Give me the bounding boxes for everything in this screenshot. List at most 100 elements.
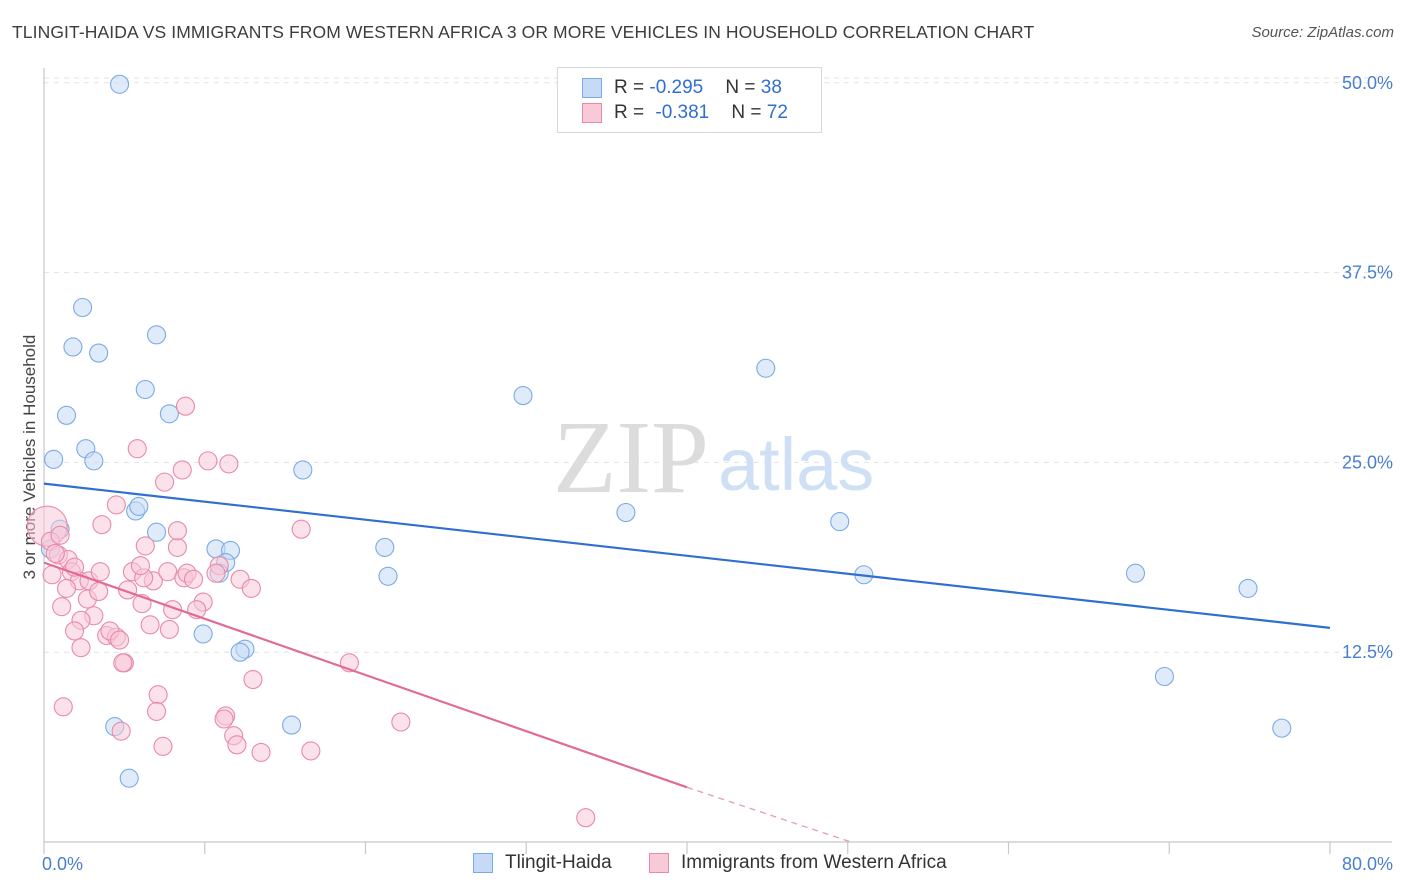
legend-row-tlingit: R = -0.295 N = 38	[582, 76, 782, 100]
point-western-africa	[227, 735, 247, 755]
point-western-africa	[251, 742, 271, 762]
point-western-africa	[53, 697, 73, 717]
point-western-africa	[106, 495, 126, 515]
source-label: Source: ZipAtlas.com	[1251, 24, 1394, 41]
point-western-africa	[64, 621, 85, 641]
series-tlingit-haida	[40, 74, 1292, 788]
point-tlingit-haida	[135, 379, 155, 400]
point-tlingit-haida	[1154, 666, 1174, 687]
watermark-atlas: atlas	[718, 423, 874, 506]
point-tlingit-haida	[119, 768, 139, 788]
point-tlingit-haida	[378, 566, 398, 586]
y-tick-label: 50.0%	[1342, 73, 1393, 93]
watermark-zip: ZIP	[553, 400, 709, 515]
y-tick-label: 12.5%	[1342, 642, 1393, 662]
stats-legend: R = -0.295 N = 38 R = -0.381 N = 72	[557, 67, 822, 133]
point-western-africa	[301, 741, 321, 761]
point-tlingit-haida	[513, 386, 533, 406]
point-western-africa	[45, 543, 65, 564]
point-western-africa	[92, 515, 112, 535]
point-western-africa	[172, 460, 192, 480]
point-tlingit-haida	[282, 715, 302, 735]
point-tlingit-haida	[44, 449, 64, 469]
point-western-africa	[391, 712, 411, 732]
point-tlingit-haida	[756, 358, 776, 378]
point-western-africa	[167, 521, 187, 541]
trend-line-western-africa	[43, 561, 688, 789]
series-legend: Tlingit-Haida Immigrants from Western Af…	[0, 852, 1406, 878]
point-western-africa	[155, 472, 175, 492]
point-western-africa	[153, 736, 173, 756]
x-tick-label-min: 0.0%	[42, 854, 83, 874]
point-western-africa	[158, 562, 178, 582]
point-tlingit-haida	[616, 502, 636, 523]
point-tlingit-haida	[193, 624, 213, 644]
point-western-africa	[71, 638, 91, 658]
point-tlingit-haida	[146, 325, 167, 345]
point-tlingit-haida	[89, 343, 109, 363]
point-western-africa	[214, 709, 234, 729]
point-western-africa	[90, 562, 110, 582]
point-western-africa	[175, 396, 196, 416]
legend-row-western-africa: R = -0.381 N = 72	[582, 101, 788, 125]
point-western-africa	[183, 569, 204, 589]
chart-title: TLINGIT-HAIDA VS IMMIGRANTS FROM WESTERN…	[12, 22, 1035, 42]
x-tick-label-max: 80.0%	[1342, 854, 1393, 874]
point-tlingit-haida	[129, 496, 149, 516]
y-tick-label: 37.5%	[1342, 263, 1393, 283]
legend-n-value: 72	[766, 102, 788, 123]
y-tick-labels: 12.5% 25.0% 37.5% 50.0%	[1342, 73, 1393, 662]
point-tlingit-haida	[56, 405, 77, 425]
legend-r-label: R =	[614, 102, 650, 123]
point-western-africa	[50, 525, 70, 545]
series-immigrants-western-africa	[26, 396, 596, 828]
point-western-africa	[198, 451, 218, 471]
point-western-africa	[241, 578, 261, 598]
point-western-africa	[219, 454, 239, 474]
x-tick-labels: 0.0% 80.0%	[42, 854, 1393, 874]
point-western-africa	[89, 581, 109, 602]
point-tlingit-haida	[830, 512, 850, 532]
point-western-africa	[206, 563, 226, 583]
point-western-africa	[130, 556, 150, 576]
point-tlingit-haida	[73, 297, 93, 318]
point-western-africa	[127, 439, 147, 459]
point-western-africa	[111, 721, 131, 741]
legend-item-label: Immigrants from Western Africa	[681, 852, 947, 873]
point-western-africa	[56, 578, 77, 598]
legend-swatch-pink	[582, 103, 602, 123]
point-western-africa	[140, 615, 160, 635]
point-western-africa	[167, 537, 187, 557]
legend-swatch-blue	[473, 853, 493, 873]
legend-r-label: R =	[614, 77, 650, 98]
trend-line-tlingit-haida	[43, 482, 1331, 629]
point-tlingit-haida	[146, 522, 167, 542]
point-western-africa	[148, 685, 168, 705]
legend-item-label: Tlingit-Haida	[505, 852, 612, 873]
point-tlingit-haida	[230, 642, 250, 662]
point-tlingit-haida	[84, 451, 104, 471]
y-tick-label: 25.0%	[1342, 452, 1393, 472]
legend-item-western-africa: Immigrants from Western Africa	[649, 852, 947, 874]
point-western-africa	[146, 701, 167, 721]
legend-n-label: N =	[725, 77, 761, 98]
point-tlingit-haida	[1272, 718, 1292, 738]
point-western-africa	[243, 669, 263, 690]
point-tlingit-haida	[1125, 563, 1146, 583]
point-western-africa	[291, 519, 311, 539]
legend-item-tlingit-haida: Tlingit-Haida	[473, 852, 612, 874]
legend-r-value: -0.295	[649, 77, 704, 98]
trend-line-western-africa-extension	[686, 786, 852, 843]
point-tlingit-haida	[63, 337, 83, 357]
point-western-africa	[135, 536, 155, 556]
point-tlingit-haida	[110, 74, 130, 94]
point-tlingit-haida	[375, 537, 395, 557]
point-tlingit-haida	[293, 460, 313, 480]
legend-swatch-blue	[582, 78, 602, 98]
point-western-africa	[576, 808, 596, 828]
legend-n-value: 38	[760, 77, 782, 98]
legend-r-value: -0.381	[655, 102, 710, 123]
legend-swatch-pink	[649, 853, 669, 873]
point-western-africa	[113, 653, 133, 673]
